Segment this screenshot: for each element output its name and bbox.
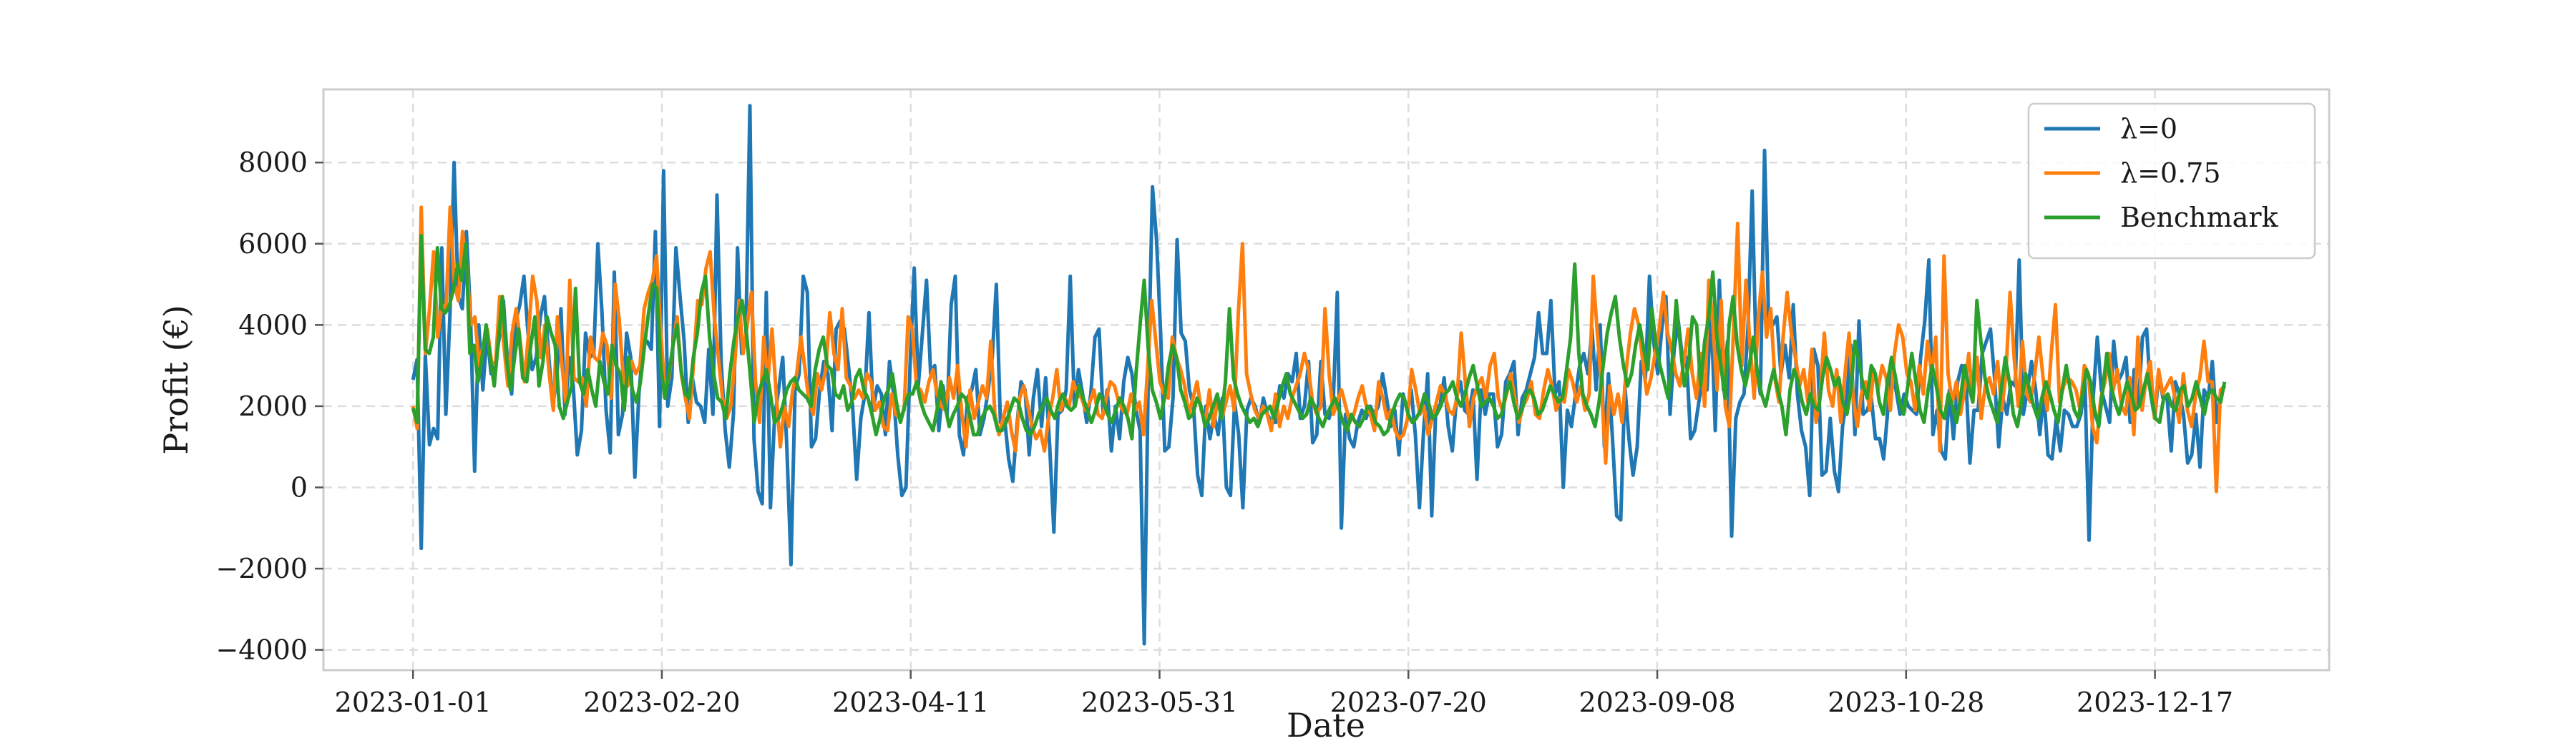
x-axis: 2023-01-01 2023-02-20 2023-04-11 2023-05-31… bbox=[335, 670, 2233, 718]
legend-entry: λ=0 bbox=[2120, 113, 2177, 144]
y-tick-label: 4000 bbox=[238, 309, 308, 340]
y-tick-label: 6000 bbox=[238, 228, 308, 260]
y-tick-label: 8000 bbox=[238, 147, 308, 178]
y-tick-label: 0 bbox=[291, 471, 308, 503]
series-line-1 bbox=[411, 205, 2226, 494]
x-tick-label: 2023-01-01 bbox=[335, 687, 492, 718]
series-line-2 bbox=[411, 233, 2227, 441]
y-axis-title: Profit (€) bbox=[157, 305, 195, 455]
legend: λ=0 λ=0.75 Benchmark bbox=[2027, 102, 2316, 260]
x-tick-label: 2023-12-17 bbox=[2077, 687, 2233, 718]
x-tick-label: 2023-09-08 bbox=[1579, 687, 1735, 718]
x-tick-label: 2023-05-31 bbox=[1081, 687, 1238, 718]
x-tick-label: 2023-04-11 bbox=[832, 687, 989, 718]
y-tick-label: −4000 bbox=[215, 634, 308, 666]
legend-entry: Benchmark bbox=[2120, 202, 2278, 233]
x-axis-title: Date bbox=[1287, 706, 1365, 745]
x-tick-label: 2023-10-28 bbox=[1828, 687, 1984, 718]
legend-box bbox=[2027, 102, 2316, 260]
y-tick-label: 2000 bbox=[238, 391, 308, 422]
y-axis: −4000 −2000 0 2000 4000 6000 8000 bbox=[215, 147, 323, 666]
x-tick-label: 2023-07-20 bbox=[1330, 687, 1487, 718]
y-tick-label: −2000 bbox=[215, 553, 308, 584]
legend-entry: λ=0.75 bbox=[2120, 157, 2221, 189]
series-layer bbox=[411, 104, 2227, 646]
plot-frame bbox=[322, 88, 2331, 672]
x-tick-label: 2023-02-20 bbox=[583, 687, 740, 718]
